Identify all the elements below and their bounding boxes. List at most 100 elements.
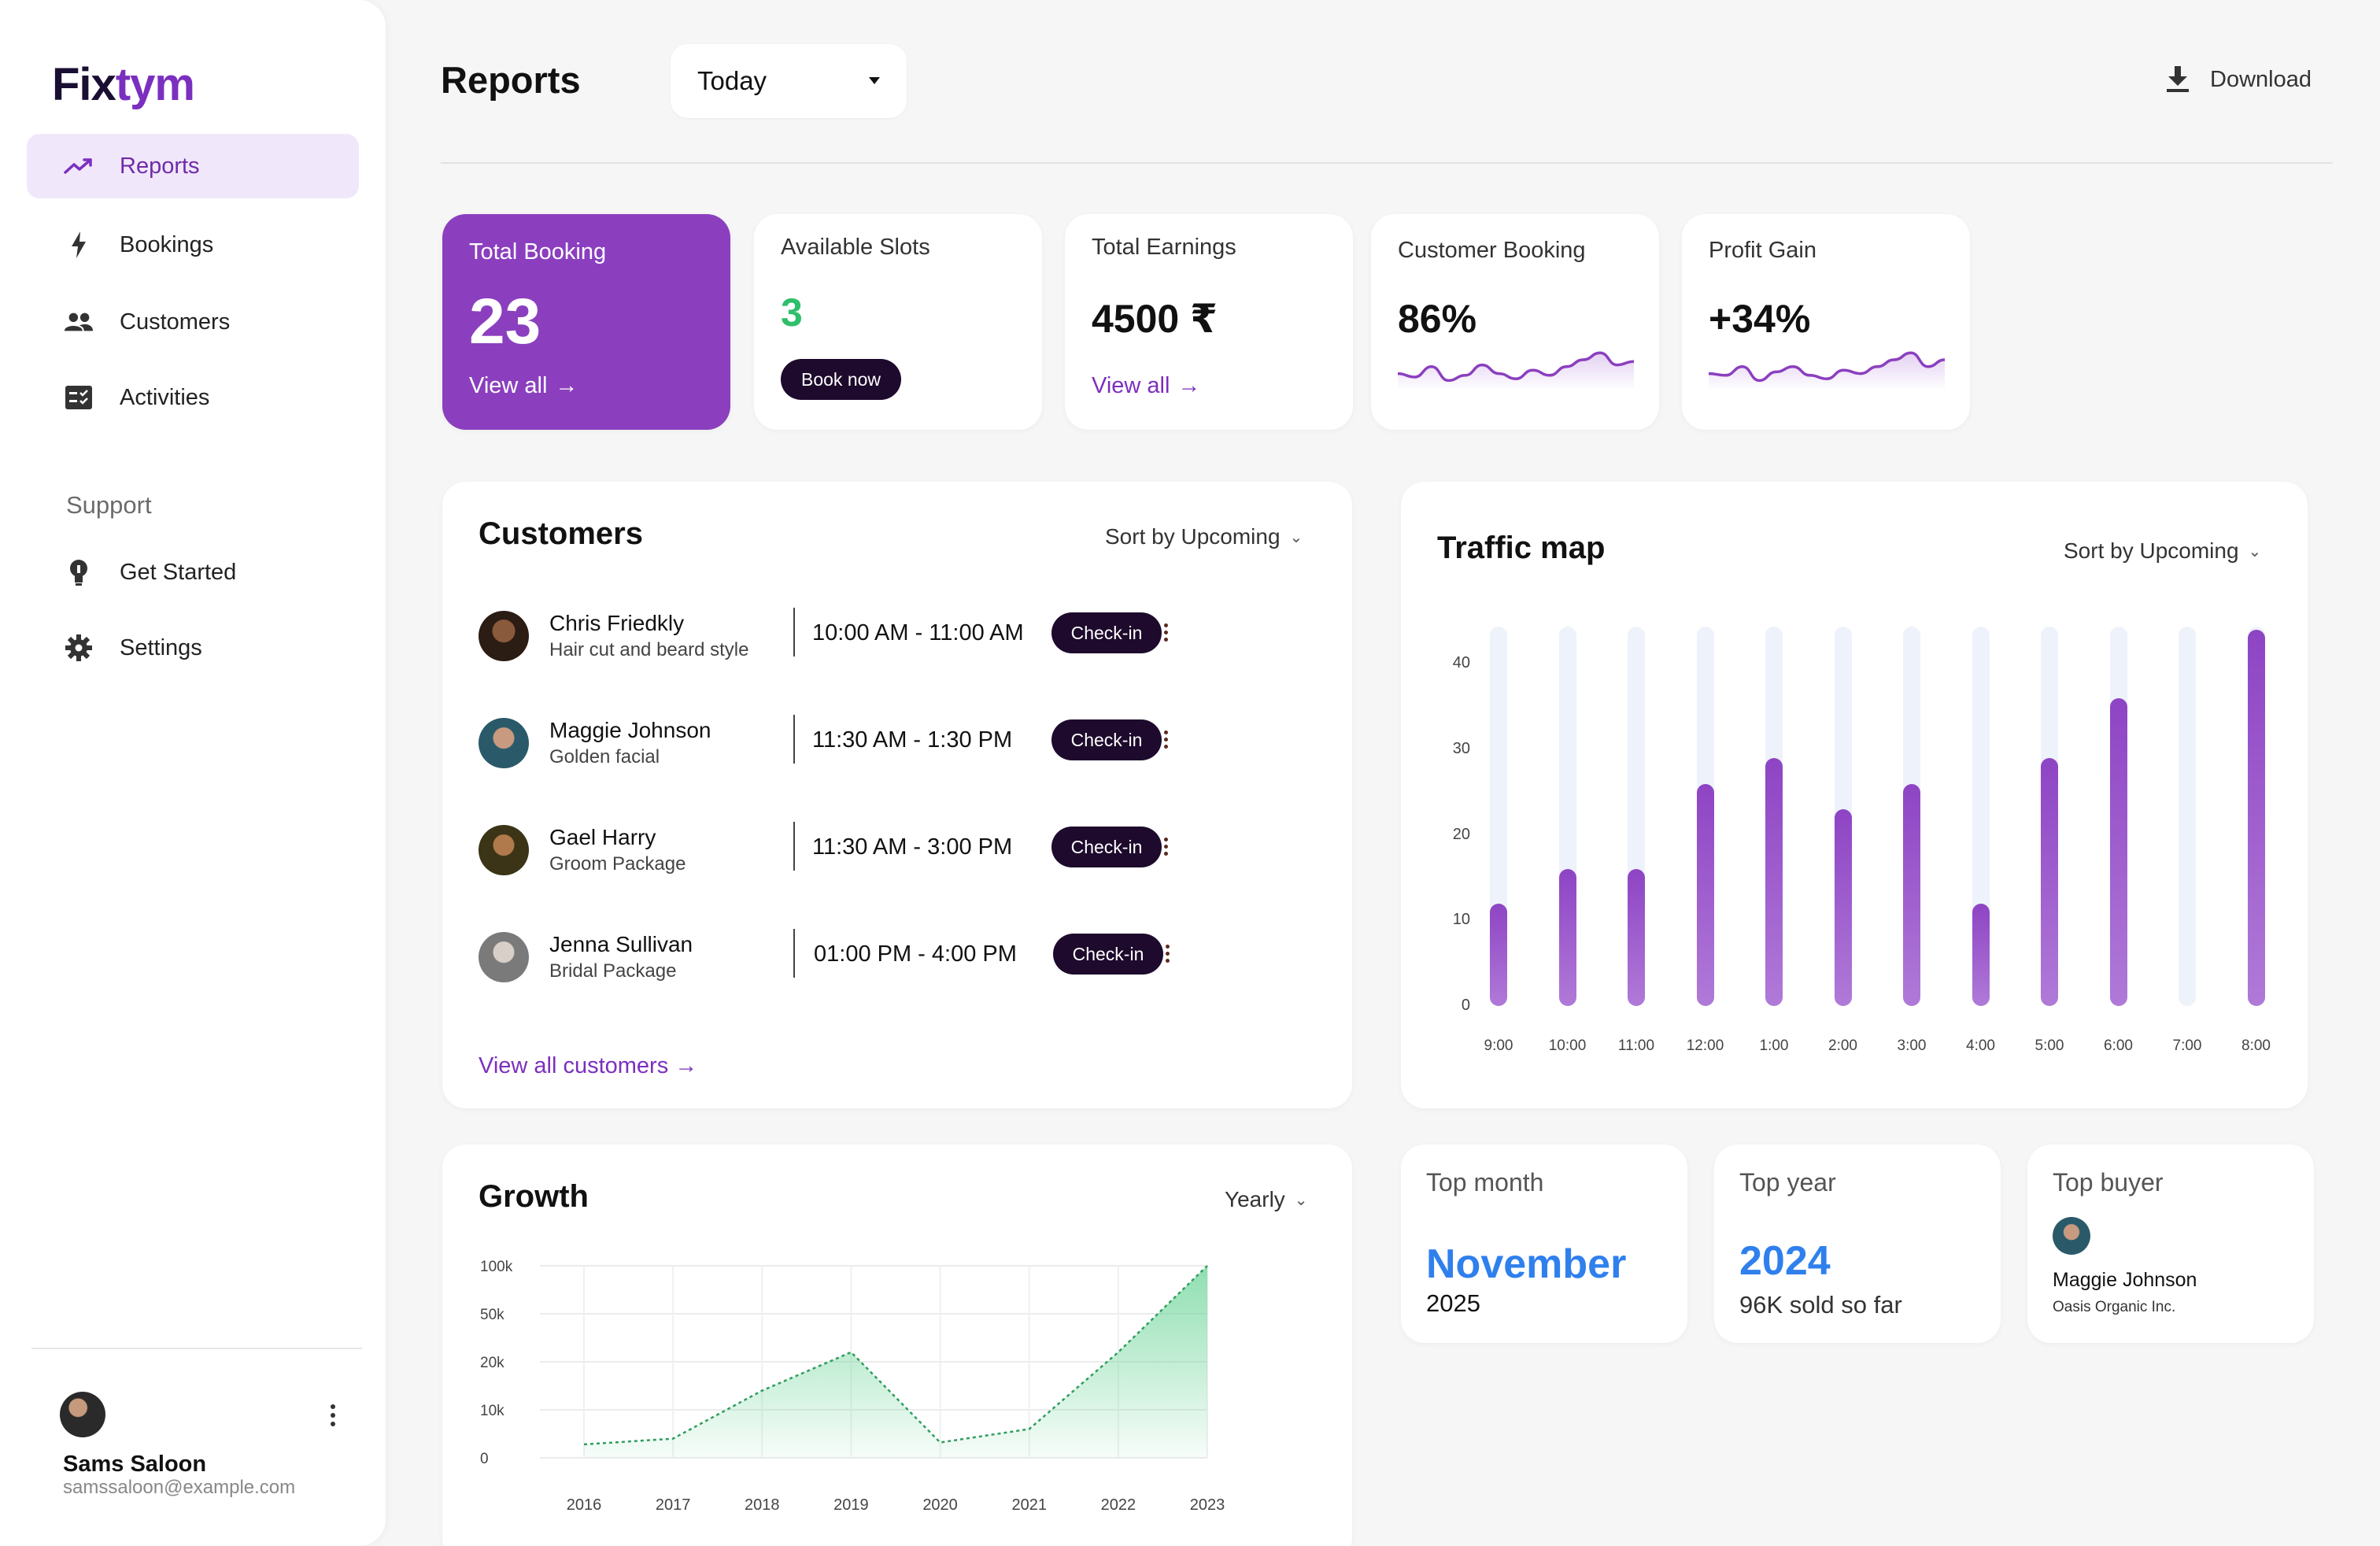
page-title: Reports	[441, 59, 581, 101]
sidebar-item-reports[interactable]: Reports	[27, 134, 359, 198]
traffic-bar[interactable]	[2041, 757, 2058, 1006]
stat-card-customer-booking: Customer Booking 86%	[1371, 214, 1659, 430]
stat-value: 3	[781, 290, 803, 335]
sidebar-item-bookings[interactable]: Bookings	[27, 213, 359, 277]
check-in-button[interactable]: Check-in	[1053, 934, 1163, 975]
traffic-bar[interactable]	[1972, 903, 1990, 1006]
more-icon[interactable]	[1154, 727, 1177, 751]
view-all-link[interactable]: View all →	[1092, 373, 1200, 399]
check-in-button[interactable]: Check-in	[1051, 719, 1162, 760]
sort-label: Sort by	[1105, 524, 1175, 549]
more-icon[interactable]	[1154, 620, 1177, 644]
traffic-bar[interactable]	[1834, 809, 1852, 1006]
stat-label: Customer Booking	[1398, 238, 1586, 263]
x-tick-label: 2020	[922, 1496, 958, 1514]
check-in-button[interactable]: Check-in	[1051, 612, 1162, 653]
sort-dropdown[interactable]: Sort by Upcoming ⌄	[1105, 524, 1303, 549]
sort-label: Sort by	[2064, 538, 2134, 563]
support-heading: Support	[66, 491, 152, 519]
divider	[793, 608, 795, 656]
chevron-down-icon: ⌄	[2248, 542, 2262, 560]
arrow-right-icon: →	[1177, 373, 1201, 398]
arrow-right-icon: →	[674, 1053, 698, 1078]
divider	[793, 715, 795, 764]
stat-card-total-booking[interactable]: Total Booking 23 View all →	[442, 214, 730, 430]
avatar	[479, 825, 529, 875]
date-filter-select[interactable]: Today	[671, 44, 907, 118]
avatar[interactable]	[60, 1392, 105, 1437]
stat-value: 4500 ₹	[1092, 297, 1218, 341]
period-dropdown[interactable]: Yearly ⌄	[1225, 1187, 1308, 1212]
lightbulb-icon	[63, 557, 94, 588]
user-name: Sams Saloon	[63, 1452, 207, 1477]
user-more-icon[interactable]	[321, 1401, 345, 1429]
stat-card-total-earnings: Total Earnings 4500 ₹ View all →	[1065, 214, 1353, 430]
download-button[interactable]: Download	[2166, 66, 2312, 93]
traffic-bar[interactable]	[1490, 903, 1507, 1006]
sidebar-item-customers[interactable]: Customers	[27, 290, 359, 354]
avatar	[2053, 1217, 2090, 1255]
book-now-button[interactable]: Book now	[781, 359, 902, 400]
divider	[793, 929, 795, 978]
section-title: Traffic map	[1437, 531, 1606, 565]
logo[interactable]: Fixtym	[52, 58, 195, 111]
x-tick-label: 5:00	[2034, 1037, 2064, 1054]
sidebar-item-label: Get Started	[120, 559, 237, 585]
sidebar-item-get-started[interactable]: Get Started	[27, 540, 359, 605]
check-in-button[interactable]: Check-in	[1051, 827, 1162, 867]
more-icon[interactable]	[1155, 941, 1179, 965]
list-item[interactable]: Jenna Sullivan Bridal Package 01:00 PM -…	[479, 924, 1313, 1000]
x-tick-label: 8:00	[2241, 1037, 2271, 1054]
traffic-bar[interactable]	[2247, 630, 2265, 1006]
sparkline-line	[1398, 351, 1634, 383]
y-tick-label: 50k	[480, 1307, 504, 1323]
people-icon	[63, 306, 94, 338]
traffic-bar[interactable]	[1696, 783, 1714, 1006]
sparkline-line	[1709, 351, 1945, 383]
list-item[interactable]: Chris Friedkly Hair cut and beard style …	[479, 603, 1313, 679]
view-all-label: View all	[1092, 373, 1170, 398]
traffic-bar[interactable]	[2109, 697, 2127, 1006]
sidebar-item-settings[interactable]: Settings	[27, 616, 359, 680]
sidebar-item-label: Settings	[120, 634, 202, 660]
traffic-bar-chart: 0 10 20 30 40 9:00 10:00 11:00 12:00 1:00 2:00 3:00…	[1401, 482, 2308, 1108]
logo-part1: Fix	[52, 59, 116, 110]
stat-card-profit-gain: Profit Gain +34%	[1682, 214, 1970, 430]
more-icon[interactable]	[1154, 834, 1177, 858]
sidebar-item-activities[interactable]: Activities	[27, 365, 359, 430]
traffic-bar[interactable]	[1765, 757, 1783, 1006]
sort-value: Upcoming	[2139, 538, 2239, 563]
view-all-link[interactable]: View all →	[469, 373, 578, 399]
customer-service: Bridal Package	[549, 960, 677, 982]
top-buyer-name: Maggie Johnson	[2053, 1269, 2197, 1291]
y-tick-label: 10	[1452, 911, 1470, 929]
stat-card-available-slots: Available Slots 3 Book now	[754, 214, 1042, 430]
appointment-time: 01:00 PM - 4:00 PM	[814, 941, 1017, 967]
traffic-bar[interactable]	[1903, 783, 1920, 1006]
avatar	[479, 718, 529, 768]
x-tick-label: 2023	[1190, 1496, 1225, 1514]
bar-track	[2179, 627, 2196, 1006]
user-email: samssaloon@example.com	[63, 1477, 296, 1498]
stat-label: Profit Gain	[1709, 238, 1816, 263]
stat-value: +34%	[1709, 297, 1811, 341]
list-item[interactable]: Gael Harry Groom Package 11:30 AM - 3:00…	[479, 817, 1313, 893]
view-all-customers-link[interactable]: View all customers →	[479, 1053, 697, 1079]
traffic-bar[interactable]	[1628, 869, 1645, 1006]
sort-dropdown[interactable]: Sort by Upcoming ⌄	[2064, 538, 2261, 564]
traffic-bar[interactable]	[1558, 869, 1576, 1006]
divider	[793, 822, 795, 871]
avatar	[479, 611, 529, 661]
customer-name: Jenna Sullivan	[549, 932, 693, 956]
customer-service: Hair cut and beard style	[549, 639, 749, 660]
customers-panel: Customers Sort by Upcoming ⌄ Chris Fried…	[442, 482, 1352, 1108]
profit-gain-sparkline	[1709, 351, 1945, 390]
sidebar: Fixtym Reports Bookings Customers Activi…	[0, 0, 386, 1546]
growth-area	[584, 1266, 1207, 1458]
top-label: Top month	[1426, 1168, 1544, 1196]
top-year-sub: 96K sold so far	[1739, 1291, 1902, 1319]
customer-name: Gael Harry	[549, 825, 656, 849]
header-divider	[441, 162, 2333, 164]
list-item[interactable]: Maggie Johnson Golden facial 11:30 AM - …	[479, 710, 1313, 786]
x-tick-label: 2018	[745, 1496, 780, 1514]
